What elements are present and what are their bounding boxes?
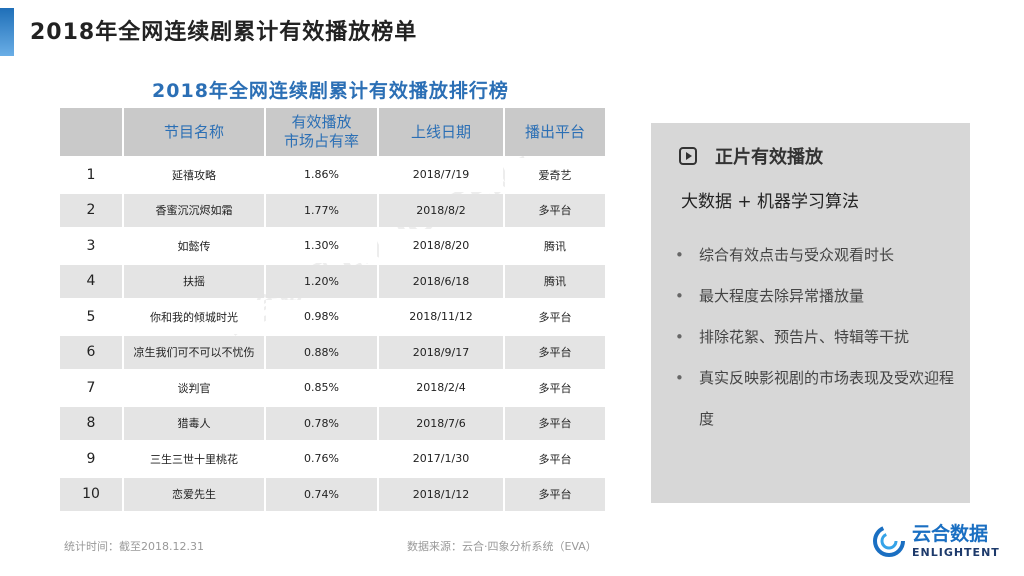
rank-cell: 1 — [60, 158, 122, 192]
table-row: 5 你和我的倾城时光 0.98% 2018/11/12 多平台 — [60, 300, 605, 334]
bullet-item: 综合有效点击与受众观看时长 — [675, 235, 963, 276]
table-row: 1 延禧攻略 1.86% 2018/7/19 爱奇艺 — [60, 158, 605, 192]
bullet-item: 真实反映影视剧的市场表现及受欢迎程度 — [675, 358, 963, 440]
table-row: 3 如懿传 1.30% 2018/8/20 腾讯 — [60, 229, 605, 263]
share-cell: 0.76% — [266, 442, 377, 476]
platform-cell: 腾讯 — [505, 229, 605, 263]
ranking-table: 节目名称 有效播放 市场占有率 上线日期 播出平台 1 延禧攻略 1.86% 2018… — [58, 106, 607, 513]
table-row: 7 谈判官 0.85% 2018/2/4 多平台 — [60, 371, 605, 405]
header-share-line1: 有效播放 — [291, 113, 352, 131]
header-platform: 播出平台 — [505, 108, 605, 156]
share-cell: 0.78% — [266, 406, 377, 440]
share-cell: 1.77% — [266, 193, 377, 227]
header-title: 节目名称 — [124, 108, 264, 156]
share-cell: 0.85% — [266, 371, 377, 405]
title-cell: 你和我的倾城时光 — [124, 300, 264, 334]
table-header-row: 节目名称 有效播放 市场占有率 上线日期 播出平台 — [60, 108, 605, 156]
platform-cell: 多平台 — [505, 442, 605, 476]
panel-title: 正片有效播放 — [715, 147, 823, 168]
share-cell: 1.86% — [266, 158, 377, 192]
title-cell: 猎毒人 — [124, 406, 264, 440]
date-cell: 2018/11/12 — [379, 300, 503, 334]
share-cell: 1.30% — [266, 229, 377, 263]
date-cell: 2017/1/30 — [379, 442, 503, 476]
rank-cell: 7 — [60, 371, 122, 405]
header-date: 上线日期 — [379, 108, 503, 156]
date-cell: 2018/1/12 — [379, 477, 503, 511]
table-row: 10 恋爱先生 0.74% 2018/1/12 多平台 — [60, 477, 605, 511]
rank-cell: 8 — [60, 406, 122, 440]
header-rank — [60, 108, 122, 156]
logo-text: 云合数据 ENLIGHTENT — [912, 522, 1000, 559]
stat-time-note: 统计时间：截至2018.12.31 — [64, 540, 204, 553]
panel-bullet-list: 综合有效点击与受众观看时长 最大程度去除异常播放量 排除花絮、预告片、特辑等干扰… — [675, 235, 963, 440]
platform-cell: 爱奇艺 — [505, 158, 605, 192]
rank-cell: 6 — [60, 335, 122, 369]
table-caption: 2018年全网连续剧累计有效播放排行榜 — [152, 80, 509, 102]
share-cell: 0.74% — [266, 477, 377, 511]
rank-cell: 4 — [60, 264, 122, 298]
rank-cell: 2 — [60, 193, 122, 227]
panel-subtitle: 大数据 + 机器学习算法 — [681, 192, 860, 212]
logo-cn-text: 云合数据 — [912, 522, 989, 545]
header-share: 有效播放 市场占有率 — [266, 108, 377, 156]
table-row: 9 三生三世十里桃花 0.76% 2017/1/30 多平台 — [60, 442, 605, 476]
table-row: 6 凉生我们可不可以不忧伤 0.88% 2018/9/17 多平台 — [60, 335, 605, 369]
title-cell: 谈判官 — [124, 371, 264, 405]
share-cell: 0.98% — [266, 300, 377, 334]
platform-cell: 多平台 — [505, 300, 605, 334]
bullet-item: 最大程度去除异常播放量 — [675, 276, 963, 317]
title-cell: 恋爱先生 — [124, 477, 264, 511]
platform-cell: 多平台 — [505, 406, 605, 440]
platform-cell: 多平台 — [505, 335, 605, 369]
platform-cell: 腾讯 — [505, 264, 605, 298]
methodology-panel: 正片有效播放 大数据 + 机器学习算法 综合有效点击与受众观看时长 最大程度去除… — [651, 123, 970, 503]
date-cell: 2018/7/19 — [379, 158, 503, 192]
data-source-note: 数据来源：云合·四象分析系统（EVA） — [407, 540, 597, 553]
platform-cell: 多平台 — [505, 371, 605, 405]
share-cell: 1.20% — [266, 264, 377, 298]
rank-cell: 9 — [60, 442, 122, 476]
rank-cell: 10 — [60, 477, 122, 511]
bullet-item: 排除花絮、预告片、特辑等干扰 — [675, 317, 963, 358]
date-cell: 2018/2/4 — [379, 371, 503, 405]
platform-cell: 多平台 — [505, 477, 605, 511]
date-cell: 2018/8/20 — [379, 229, 503, 263]
title-cell: 香蜜沉沉烬如霜 — [124, 193, 264, 227]
date-cell: 2018/6/18 — [379, 264, 503, 298]
slide-title: 2018年全网连续剧累计有效播放榜单 — [30, 20, 418, 45]
rank-cell: 3 — [60, 229, 122, 263]
title-cell: 如懿传 — [124, 229, 264, 263]
play-icon — [679, 147, 697, 165]
title-cell: 凉生我们可不可以不忧伤 — [124, 335, 264, 369]
logo-en-text: ENLIGHTENT — [912, 545, 1000, 559]
platform-cell: 多平台 — [505, 193, 605, 227]
table-row: 2 香蜜沉沉烬如霜 1.77% 2018/8/2 多平台 — [60, 193, 605, 227]
date-cell: 2018/9/17 — [379, 335, 503, 369]
header-share-line2: 市场占有率 — [283, 132, 359, 150]
title-cell: 延禧攻略 — [124, 158, 264, 192]
panel-header: 正片有效播放 — [679, 143, 823, 169]
rank-cell: 5 — [60, 300, 122, 334]
logo-mark-icon — [872, 524, 906, 558]
title-cell: 三生三世十里桃花 — [124, 442, 264, 476]
table-row: 8 猎毒人 0.78% 2018/7/6 多平台 — [60, 406, 605, 440]
share-cell: 0.88% — [266, 335, 377, 369]
date-cell: 2018/8/2 — [379, 193, 503, 227]
enlightent-logo: 云合数据 ENLIGHTENT — [872, 524, 1000, 558]
title-accent-bar — [0, 8, 14, 56]
date-cell: 2018/7/6 — [379, 406, 503, 440]
table-row: 4 扶摇 1.20% 2018/6/18 腾讯 — [60, 264, 605, 298]
title-cell: 扶摇 — [124, 264, 264, 298]
